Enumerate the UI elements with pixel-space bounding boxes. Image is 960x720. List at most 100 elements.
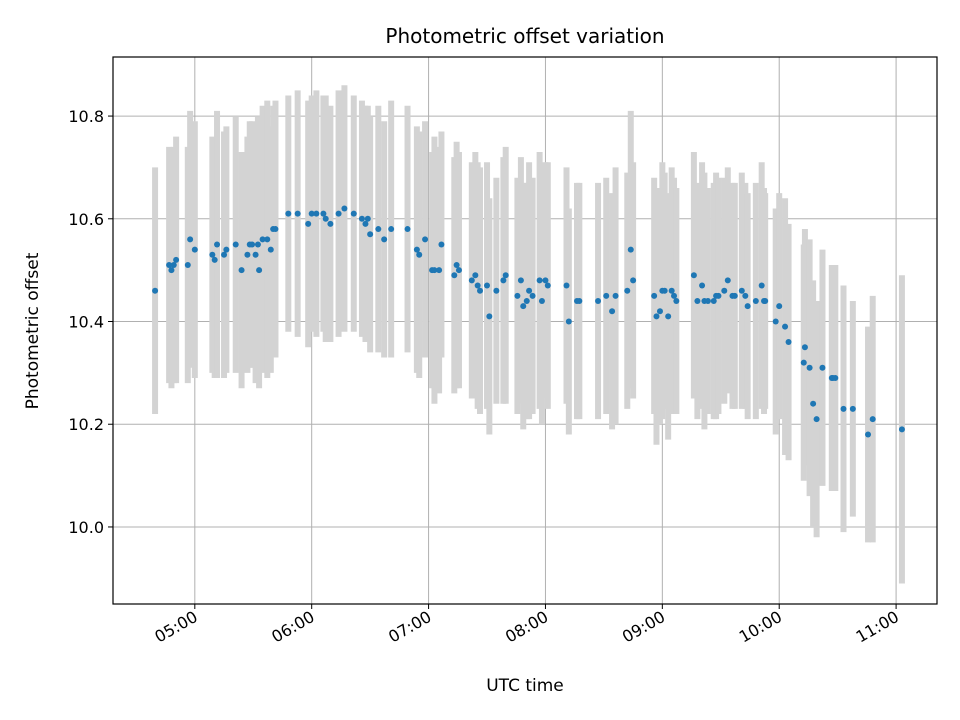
data-point	[500, 277, 507, 284]
data-point	[327, 220, 334, 227]
data-point	[694, 297, 701, 304]
data-point	[800, 359, 807, 366]
data-point	[486, 313, 493, 320]
data-point	[536, 277, 543, 284]
data-point	[484, 282, 491, 289]
data-point	[451, 272, 458, 279]
data-point	[477, 287, 484, 294]
data-point	[264, 236, 271, 243]
data-point	[609, 308, 616, 315]
data-point	[431, 267, 438, 274]
data-point	[350, 210, 357, 217]
data-point	[651, 292, 658, 299]
chart-title: Photometric offset variation	[385, 24, 664, 48]
data-point	[285, 210, 292, 217]
data-point	[267, 246, 274, 253]
data-point	[416, 251, 423, 258]
data-point	[308, 210, 315, 217]
data-point	[252, 251, 259, 258]
data-point	[782, 323, 789, 330]
data-point	[742, 292, 749, 299]
data-point	[865, 431, 872, 438]
data-point	[364, 215, 371, 222]
data-point	[810, 400, 817, 407]
data-point	[806, 364, 813, 371]
data-point	[673, 297, 680, 304]
data-point	[493, 287, 500, 294]
data-point	[785, 339, 792, 346]
data-point	[801, 344, 808, 351]
data-point	[595, 297, 602, 304]
data-point	[413, 246, 420, 253]
data-point	[322, 215, 329, 222]
data-point	[514, 292, 521, 299]
y-tick-label: 10.4	[68, 313, 104, 332]
data-point	[367, 231, 374, 238]
data-point	[272, 226, 279, 233]
data-point	[173, 256, 180, 263]
data-point	[375, 226, 382, 233]
data-point	[538, 297, 545, 304]
data-point	[869, 416, 876, 423]
data-point	[653, 313, 660, 320]
y-tick-label: 10.0	[68, 518, 104, 537]
data-point	[254, 241, 261, 248]
data-point	[738, 287, 745, 294]
data-point	[223, 246, 230, 253]
data-point	[849, 405, 856, 412]
data-point	[166, 262, 173, 269]
data-point	[358, 215, 365, 222]
data-point	[455, 267, 462, 274]
data-point	[661, 287, 668, 294]
data-point	[191, 246, 198, 253]
data-point	[813, 416, 820, 423]
data-point	[152, 287, 159, 294]
data-point	[671, 292, 678, 299]
data-point	[453, 262, 460, 269]
data-point	[544, 282, 551, 289]
data-point	[772, 318, 779, 325]
data-point	[232, 241, 239, 248]
data-point	[341, 205, 348, 212]
data-point	[710, 297, 717, 304]
data-point	[438, 241, 445, 248]
data-point	[612, 292, 619, 299]
data-point	[526, 287, 533, 294]
data-point	[840, 405, 847, 412]
data-point	[256, 267, 263, 274]
data-point	[699, 282, 706, 289]
data-point	[517, 277, 524, 284]
data-point	[630, 277, 637, 284]
data-point	[502, 272, 509, 279]
data-point	[690, 272, 697, 279]
y-tick-label: 10.8	[68, 107, 104, 126]
data-point	[656, 308, 663, 315]
data-point	[819, 364, 826, 371]
data-point	[721, 287, 728, 294]
data-point	[170, 262, 177, 269]
data-point	[665, 313, 672, 320]
data-point	[603, 292, 610, 299]
data-point	[187, 236, 194, 243]
data-point	[474, 282, 481, 289]
data-point	[731, 292, 738, 299]
y-tick-label: 10.2	[68, 415, 104, 434]
data-point	[221, 251, 228, 258]
data-point	[565, 318, 572, 325]
data-point	[436, 267, 443, 274]
data-point	[523, 297, 530, 304]
data-point	[520, 303, 527, 310]
data-point	[898, 426, 905, 433]
data-point	[214, 241, 221, 248]
data-point	[576, 297, 583, 304]
data-point	[744, 303, 751, 310]
data-point	[752, 297, 759, 304]
x-axis-label: UTC time	[486, 676, 564, 696]
y-tick-label: 10.6	[68, 210, 104, 229]
data-point	[362, 220, 369, 227]
data-point	[776, 303, 783, 310]
data-point	[832, 375, 839, 382]
data-point	[422, 236, 429, 243]
data-point	[758, 282, 765, 289]
data-point	[335, 210, 342, 217]
